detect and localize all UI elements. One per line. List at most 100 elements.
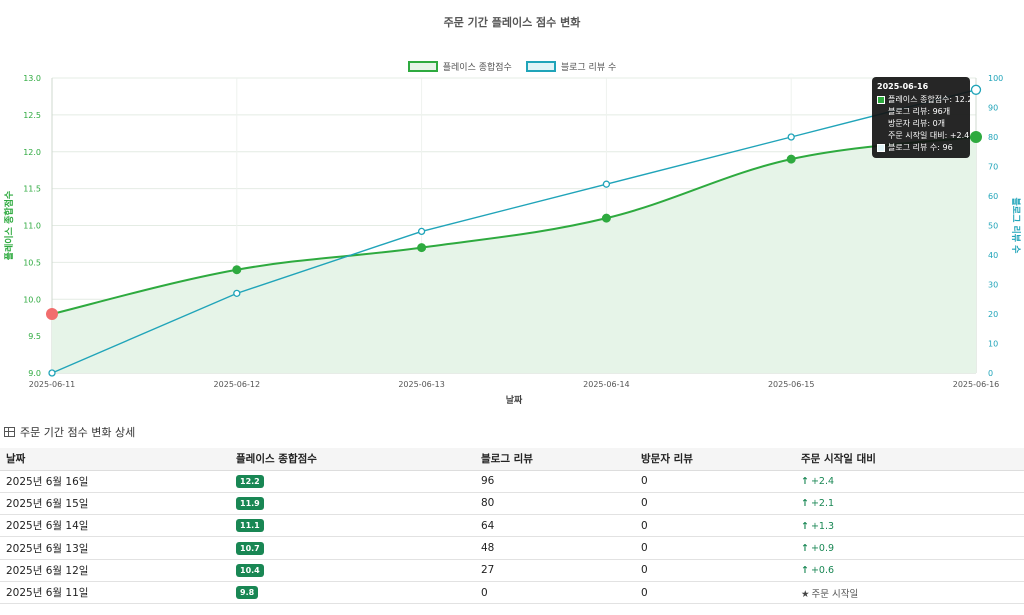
tooltip-row-score: 플레이스 종합점수: 12.2 bbox=[877, 94, 972, 106]
chart-svg: 9.0 9.5 10.0 10.5 11.0 11.5 12.0 12.5 13.0 0 10 20 3… bbox=[3, 74, 1022, 406]
header-visit[interactable]: 방문자 리뷰 bbox=[635, 448, 795, 471]
score-line bbox=[51, 136, 977, 315]
tooltip-swatch-blog bbox=[877, 144, 885, 152]
legend-label-score: 플레이스 종합점수 bbox=[442, 63, 512, 73]
y-right-axis-label: 블로그 리뷰 수 bbox=[1010, 198, 1022, 254]
blog-point bbox=[970, 84, 982, 95]
cell-date: 2025년 6월 12일 bbox=[0, 559, 230, 582]
arrow-up-icon: ↑ bbox=[801, 543, 809, 555]
blog-point bbox=[417, 227, 426, 236]
legend-swatch-score bbox=[407, 61, 438, 72]
cell-score: 11.1 bbox=[230, 514, 475, 538]
cell-delta: ★ 주문 시작일 bbox=[795, 581, 1024, 605]
delta-value: +1.3 bbox=[810, 520, 835, 532]
y-right-tick-label: 50 bbox=[988, 222, 998, 231]
cell-blog: 64 bbox=[475, 514, 635, 538]
arrow-up-icon: ↑ bbox=[801, 498, 809, 510]
y-left-tick-label: 12.0 bbox=[23, 148, 41, 157]
x-tick-label: 2025-06-14 bbox=[583, 380, 630, 389]
tooltip-blog-count: 블로그 리뷰 수: 96 bbox=[888, 143, 953, 152]
legend-item-score[interactable]: 플레이스 종합점수 bbox=[407, 60, 512, 73]
y-left-tick-label: 11.5 bbox=[23, 185, 41, 194]
legend-label-blog: 블로그 리뷰 수 bbox=[560, 63, 617, 73]
score-badge: 10.7 bbox=[236, 541, 264, 555]
table-row: 2025년 6월 14일 11.1 64 0 ↑ +1.3 bbox=[0, 514, 1024, 538]
x-axis-label: 날짜 bbox=[506, 394, 523, 406]
cell-delta: ↑ +1.3 bbox=[795, 514, 1024, 538]
y-right-tick-label: 80 bbox=[988, 133, 998, 142]
y-left-axis-label: 플레이스 종합점수 bbox=[3, 191, 15, 260]
star-icon: ★ bbox=[801, 588, 810, 600]
cell-delta: ↑ +0.9 bbox=[795, 536, 1024, 560]
score-point bbox=[601, 213, 611, 223]
cell-delta: ↑ +0.6 bbox=[795, 559, 1024, 582]
blog-point bbox=[233, 289, 241, 298]
score-badge: 11.1 bbox=[236, 519, 264, 533]
cell-date: 2025년 6월 13일 bbox=[0, 536, 230, 560]
tooltip-row-blog-count: 블로그 리뷰 수: 96 bbox=[877, 142, 965, 154]
chart-tooltip: 2025-06-16 플레이스 종합점수: 12.2 블로그 리뷰: 96개 방… bbox=[872, 77, 972, 158]
blog-point bbox=[787, 133, 795, 141]
cell-blog: 27 bbox=[475, 559, 635, 582]
y-left-tick-label: 10.0 bbox=[23, 295, 41, 304]
cell-score: 11.9 bbox=[230, 492, 475, 516]
arrow-up-icon: ↑ bbox=[801, 520, 809, 532]
blog-line bbox=[51, 89, 977, 374]
score-badge: 11.9 bbox=[236, 496, 264, 510]
cell-visit: 0 bbox=[635, 492, 795, 516]
y-right-tick-label: 40 bbox=[988, 251, 998, 260]
score-area bbox=[52, 137, 976, 373]
tooltip-swatch-score bbox=[877, 96, 885, 104]
blog-point bbox=[602, 180, 611, 188]
legend-item-blog[interactable]: 블로그 리뷰 수 bbox=[525, 60, 617, 73]
header-delta[interactable]: 주문 시작일 대비 bbox=[795, 448, 1024, 471]
y-right-tick-label: 100 bbox=[988, 74, 1003, 83]
cell-visit: 0 bbox=[635, 470, 795, 493]
header-score[interactable]: 플레이스 종합점수 bbox=[230, 448, 475, 471]
cell-blog: 96 bbox=[475, 470, 635, 493]
y-left-tick-label: 9.5 bbox=[28, 332, 41, 341]
table-section-heading: 주문 기간 점수 변화 상세 bbox=[4, 424, 135, 440]
delta-value: +0.6 bbox=[810, 565, 835, 577]
tooltip-title: 2025-06-16 bbox=[877, 82, 929, 91]
y-left-tick-label: 13.0 bbox=[23, 74, 41, 83]
table-header-row: 날짜 플레이스 종합점수 블로그 리뷰 방문자 리뷰 주문 시작일 대비 bbox=[0, 448, 1024, 471]
cell-visit: 0 bbox=[635, 581, 795, 605]
table-row: 2025년 6월 12일 10.4 27 0 ↑ +0.6 bbox=[0, 559, 1024, 582]
cell-score: 10.4 bbox=[230, 559, 475, 582]
score-point bbox=[786, 154, 796, 164]
cell-blog: 80 bbox=[475, 492, 635, 516]
y-right-tick-label: 0 bbox=[988, 369, 993, 378]
blog-point bbox=[48, 369, 56, 377]
score-badge: 12.2 bbox=[236, 474, 264, 488]
cell-date: 2025년 6월 15일 bbox=[0, 492, 230, 516]
y-right-tick-label: 90 bbox=[988, 104, 998, 113]
cell-blog: 0 bbox=[475, 581, 635, 605]
x-tick-label: 2025-06-11 bbox=[29, 380, 76, 389]
x-tick-label: 2025-06-16 bbox=[953, 380, 1000, 389]
cell-visit: 0 bbox=[635, 559, 795, 582]
cell-score: 9.8 bbox=[230, 581, 475, 605]
y-right-tick-label: 70 bbox=[988, 163, 998, 172]
tooltip-visit: 방문자 리뷰: 0개 bbox=[888, 119, 946, 128]
cell-delta: ↑ +2.1 bbox=[795, 492, 1024, 516]
header-date[interactable]: 날짜 bbox=[0, 448, 230, 471]
delta-value: +2.4 bbox=[810, 476, 835, 488]
y-left-tick-label: 12.5 bbox=[23, 111, 41, 120]
cell-date: 2025년 6월 14일 bbox=[0, 514, 230, 538]
header-blog[interactable]: 블로그 리뷰 bbox=[475, 448, 635, 471]
cell-delta: ↑ +2.4 bbox=[795, 470, 1024, 493]
table-row: 2025년 6월 16일 12.2 96 0 ↑ +2.4 bbox=[0, 470, 1024, 493]
tooltip-score: 플레이스 종합점수: 12.2 bbox=[888, 95, 973, 104]
delta-value: 주문 시작일 bbox=[811, 588, 859, 600]
cell-score: 12.2 bbox=[230, 470, 475, 493]
tooltip-blog: 블로그 리뷰: 96개 bbox=[888, 107, 951, 116]
chart-legend: 플레이스 종합점수 블로그 리뷰 수 bbox=[0, 60, 1024, 73]
cell-score: 10.7 bbox=[230, 536, 475, 560]
score-point bbox=[46, 308, 58, 320]
arrow-up-icon: ↑ bbox=[801, 565, 809, 577]
score-badge: 10.4 bbox=[236, 563, 264, 577]
legend-swatch-blog bbox=[525, 61, 556, 72]
y-right-tick-label: 30 bbox=[988, 281, 998, 290]
cell-blog: 48 bbox=[475, 536, 635, 560]
